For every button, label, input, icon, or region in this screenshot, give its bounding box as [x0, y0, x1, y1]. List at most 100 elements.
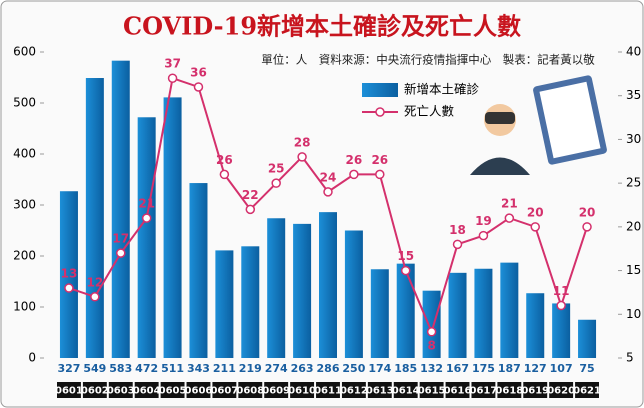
bar-value-label: 274 [265, 362, 288, 375]
point [349, 169, 359, 180]
y2-tick-label: 35 [626, 88, 641, 102]
bar-value-label: 107 [550, 362, 573, 375]
bar-value-label: 211 [213, 362, 236, 375]
y2-tick-label: 20 [626, 219, 641, 233]
bar-value-label: 175 [472, 362, 495, 375]
x-tick-label: 0621 [573, 386, 601, 397]
x-tick-box [108, 382, 133, 398]
bar-value-label: 219 [239, 362, 262, 375]
bar-value-label: 75 [579, 362, 594, 375]
x-tick-label: 0612 [340, 386, 368, 397]
y-tick-label: 200 [13, 249, 36, 263]
point-value-label: 11 [553, 284, 570, 298]
bar [552, 303, 571, 358]
bar [241, 246, 260, 358]
bar [85, 78, 104, 358]
x-tick-box [523, 382, 548, 398]
bar-value-label: 127 [524, 362, 547, 375]
x-tick-box [393, 382, 418, 398]
x-tick-label: 0604 [133, 386, 161, 397]
bar [267, 218, 286, 358]
bar-value-label: 343 [187, 362, 210, 375]
point [530, 222, 540, 232]
point-value-label: 18 [449, 223, 466, 237]
legend-swatch [375, 107, 385, 117]
bar [500, 262, 519, 358]
x-tick-box [290, 382, 315, 398]
y-tick-label: 0 [28, 351, 36, 365]
y-tick-label: 400 [13, 147, 36, 161]
point [297, 152, 307, 162]
x-tick-label: 0605 [159, 386, 187, 397]
point-value-label: 15 [397, 249, 414, 263]
legend-swatch [362, 83, 398, 97]
bar-value-label: 250 [342, 362, 365, 375]
bar [319, 212, 337, 358]
point-value-label: 17 [112, 232, 129, 246]
point [426, 327, 437, 337]
x-tick-box [264, 382, 289, 398]
point [323, 187, 333, 197]
bar [111, 60, 130, 359]
x-tick-label: 0607 [210, 386, 238, 397]
point-value-label: 8 [427, 338, 435, 352]
point [556, 300, 566, 311]
bar [578, 319, 597, 358]
bar-value-label: 583 [109, 362, 132, 375]
bar-value-label: 511 [161, 362, 184, 375]
legend-label: 死亡人數 [404, 104, 455, 119]
point [452, 239, 463, 250]
x-tick-label: 0616 [444, 386, 472, 397]
chart-subtitle: 單位：人 資料來源：中央流行疫情指揮中心 製表：記者黃以敬 [261, 53, 595, 67]
point [582, 222, 592, 232]
x-tick-box [238, 382, 263, 398]
bar [396, 263, 415, 358]
bar [137, 117, 156, 358]
x-tick-box [316, 382, 340, 398]
x-tick-box [341, 382, 366, 398]
point [64, 283, 74, 293]
y2-tick-label: 10 [626, 307, 641, 321]
x-tick-box [497, 382, 522, 398]
x-tick-box [445, 382, 470, 398]
point [219, 169, 230, 180]
bar [215, 250, 234, 358]
point-value-label: 28 [294, 135, 311, 149]
point-value-label: 12 [87, 275, 104, 289]
point [90, 292, 100, 302]
x-tick-label: 0611 [314, 386, 342, 397]
bar [163, 97, 182, 358]
x-tick-box [549, 382, 574, 398]
bar [344, 230, 363, 358]
x-tick-label: 0601 [55, 386, 83, 397]
point-value-label: 20 [527, 205, 544, 219]
x-tick-box [134, 382, 159, 398]
x-tick-box [82, 382, 107, 398]
y2-tick-label: 15 [626, 263, 641, 277]
x-tick-box [367, 382, 392, 398]
point-value-label: 13 [61, 267, 78, 281]
point-value-label: 20 [579, 205, 596, 219]
bar [370, 269, 389, 358]
point-value-label: 22 [242, 188, 259, 202]
bar-value-label: 174 [368, 362, 391, 375]
point-value-label: 24 [320, 170, 337, 184]
point-value-label: 25 [268, 162, 285, 176]
point-value-label: 26 [216, 153, 233, 167]
point-value-label: 26 [346, 153, 363, 167]
bar [293, 223, 312, 358]
x-tick-box [160, 382, 185, 398]
x-tick-label: 0620 [547, 386, 575, 397]
bar [189, 183, 208, 358]
decoration [470, 75, 607, 175]
y-tick-label: 600 [13, 45, 36, 59]
bar-value-label: 167 [446, 362, 469, 375]
chart-title: COVID-19新增本土確診及死亡人數 [123, 12, 521, 41]
point [478, 230, 489, 241]
x-tick-label: 0602 [81, 386, 109, 397]
point-value-label: 36 [190, 65, 207, 79]
y2-tick-label: 25 [626, 176, 641, 190]
x-tick-box [419, 382, 444, 398]
point [245, 204, 256, 215]
bar-value-label: 549 [83, 362, 106, 375]
